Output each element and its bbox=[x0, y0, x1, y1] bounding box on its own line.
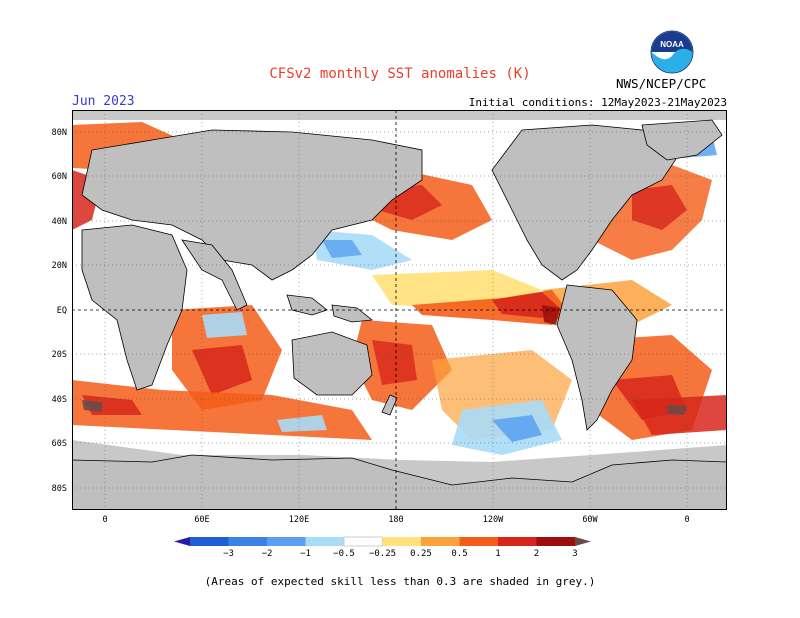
lat-label: EQ bbox=[57, 306, 67, 316]
lat-label: 60N bbox=[52, 172, 67, 182]
colorbar-tick-label: 3 bbox=[572, 549, 577, 559]
logo-text: NOAA bbox=[660, 40, 684, 49]
map-axes: 80N 60N 40N 20N EQ 20S 40S 60S 80S 0 60E… bbox=[52, 128, 690, 525]
colorbar-box bbox=[421, 537, 460, 546]
lat-label: 40S bbox=[52, 395, 67, 405]
lon-label: 0 bbox=[102, 515, 107, 525]
lon-label: 120E bbox=[289, 515, 309, 525]
noaa-logo: NOAA bbox=[650, 30, 694, 78]
antarctica bbox=[72, 454, 727, 510]
south-america bbox=[556, 284, 638, 431]
initial-conditions: Initial conditions: 12May2023-21May2023 bbox=[468, 96, 727, 109]
colorbar-box bbox=[267, 537, 306, 546]
colorbar-box bbox=[536, 537, 575, 546]
colorbar-tick-label: 0.5 bbox=[451, 549, 467, 559]
colorbar-tick-label: −0.5 bbox=[333, 549, 355, 559]
colorbar-box bbox=[382, 537, 421, 546]
colorbar-box bbox=[498, 537, 537, 546]
lon-label: 120W bbox=[483, 515, 504, 525]
colorbar-box bbox=[343, 536, 383, 547]
agency-label: NWS/NCEP/CPC bbox=[616, 76, 707, 91]
lat-label: 80N bbox=[52, 128, 67, 138]
greenland bbox=[641, 119, 723, 161]
graticule bbox=[72, 110, 727, 510]
map-frame bbox=[72, 110, 727, 510]
lon-label: 0 bbox=[684, 515, 689, 525]
colorbar-box bbox=[459, 537, 498, 546]
colorbar-tick-label: 0.25 bbox=[410, 549, 432, 559]
lon-label: 60W bbox=[582, 515, 598, 525]
colorbar-min-triangle bbox=[174, 537, 190, 546]
africa bbox=[81, 224, 188, 391]
lat-label: 40N bbox=[52, 217, 67, 227]
map-title: CFSv2 monthly SST anomalies (K) bbox=[269, 66, 531, 82]
colorbar-box bbox=[190, 537, 229, 546]
lon-label: 180 bbox=[388, 515, 403, 525]
sst-anomaly-map bbox=[72, 110, 727, 510]
colorbar-box bbox=[228, 537, 267, 546]
colorbar-tick-label: 2 bbox=[534, 549, 539, 559]
colorbar-tick-label: −1 bbox=[300, 549, 311, 559]
colorbar-max-triangle bbox=[575, 537, 591, 546]
skill-note: (Areas of expected skill less than 0.3 a… bbox=[204, 575, 596, 588]
colorbar-tick-label: −0.25 bbox=[369, 549, 396, 559]
colorbar-tick-label: 1 bbox=[495, 549, 500, 559]
arabia-india bbox=[181, 239, 248, 311]
lat-label: 20S bbox=[52, 350, 67, 360]
lat-label: 20N bbox=[52, 261, 67, 271]
colorbar: −3 −2 −1 −0.5 −0.25 0.25 0.5 1 2 3 bbox=[174, 536, 591, 559]
lat-label: 80S bbox=[52, 484, 67, 494]
new-zealand bbox=[381, 394, 398, 416]
lon-label: 60E bbox=[194, 515, 209, 525]
colorbar-tick-label: −3 bbox=[223, 549, 234, 559]
colorbar-tick-label: −2 bbox=[262, 549, 273, 559]
land-masses bbox=[72, 119, 727, 510]
forecast-month: Jun 2023 bbox=[72, 94, 135, 109]
colorbar-box bbox=[305, 537, 344, 546]
australia bbox=[291, 331, 373, 396]
eurasia bbox=[81, 129, 423, 281]
lat-label: 60S bbox=[52, 439, 67, 449]
